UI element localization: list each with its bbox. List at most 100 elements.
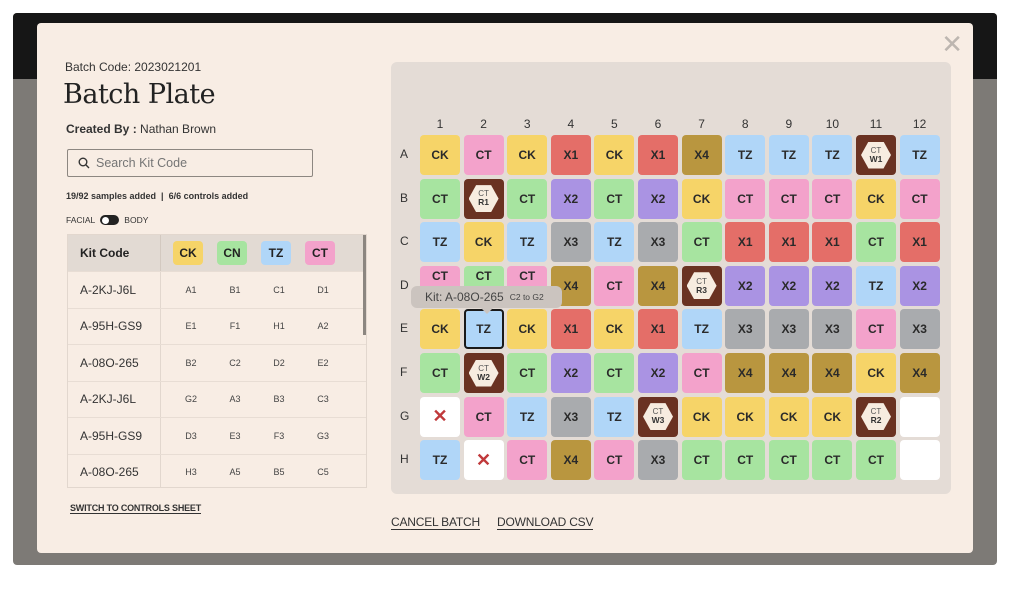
well[interactable]: X2 (725, 265, 766, 306)
well[interactable]: X2 (638, 178, 678, 219)
well[interactable]: CT (812, 440, 853, 481)
well[interactable]: X3 (768, 309, 809, 350)
well[interactable]: X4 (899, 353, 940, 393)
well[interactable]: TZ (725, 135, 766, 175)
well[interactable]: X4 (550, 440, 591, 481)
well[interactable]: CT (594, 265, 635, 306)
search-input[interactable] (96, 156, 296, 170)
well[interactable]: X3 (725, 309, 766, 350)
well[interactable]: X1 (550, 135, 591, 175)
table-row[interactable]: A-08O-265 H3 A5 B5 C5 (68, 453, 366, 487)
well[interactable]: X3 (899, 309, 940, 350)
table-row[interactable]: A-08O-265 B2 C2 D2 E2 (68, 344, 366, 381)
well[interactable]: X3 (550, 222, 591, 263)
well[interactable]: CT (507, 178, 548, 219)
well[interactable]: CT (681, 440, 722, 481)
well[interactable]: CT (681, 222, 722, 263)
well[interactable]: CK (856, 353, 896, 393)
table-scrollbar[interactable] (363, 235, 366, 335)
rejected-well[interactable]: ✕ (463, 440, 504, 481)
well[interactable]: TZ (463, 309, 504, 350)
well[interactable]: CT (420, 353, 460, 393)
well[interactable]: CK (594, 309, 635, 350)
well[interactable]: X3 (638, 440, 678, 481)
control-well[interactable]: CT W1 (856, 135, 896, 175)
well[interactable]: CT (899, 178, 940, 219)
well[interactable]: CK (856, 178, 896, 219)
well[interactable]: TZ (594, 396, 635, 437)
control-well[interactable]: CT R2 (856, 396, 896, 437)
well[interactable]: CK (420, 135, 460, 175)
well[interactable]: CT (420, 178, 460, 219)
well[interactable]: X3 (550, 396, 591, 437)
well[interactable]: CT (594, 440, 635, 481)
well[interactable]: CK (681, 396, 722, 437)
well[interactable]: X2 (768, 265, 809, 306)
well[interactable]: TZ (681, 309, 722, 350)
well[interactable]: TZ (768, 135, 809, 175)
well[interactable]: CT (463, 396, 504, 437)
well[interactable]: X2 (812, 265, 853, 306)
empty-well[interactable] (899, 396, 940, 437)
well[interactable]: X1 (768, 222, 809, 263)
toggle-switch[interactable] (100, 215, 120, 225)
well[interactable]: CT (463, 135, 504, 175)
well[interactable]: CT (812, 178, 853, 219)
control-well[interactable]: CT R1 (463, 178, 504, 219)
well[interactable]: CT (594, 353, 635, 393)
control-well[interactable]: CT W2 (463, 353, 504, 393)
switch-controls-link[interactable]: SWITCH TO CONTROLS SHEET (70, 503, 202, 514)
well[interactable]: X1 (812, 222, 853, 263)
well[interactable]: X2 (899, 265, 940, 306)
table-row[interactable]: A-2KJ-J6L A1 B1 C1 D1 (68, 271, 366, 308)
well[interactable]: TZ (420, 440, 460, 481)
well[interactable]: TZ (899, 135, 940, 175)
well[interactable]: CT (725, 178, 766, 219)
well[interactable]: CK (463, 222, 504, 263)
well[interactable]: X2 (638, 353, 678, 393)
well[interactable]: X2 (550, 353, 591, 393)
well[interactable]: CT (856, 222, 896, 263)
rejected-well[interactable]: ✕ (420, 396, 460, 437)
well[interactable]: TZ (812, 135, 853, 175)
well[interactable]: CT (507, 353, 548, 393)
well[interactable]: CK (768, 396, 809, 437)
well[interactable]: TZ (594, 222, 635, 263)
well[interactable]: X4 (812, 353, 853, 393)
well[interactable]: CT (507, 440, 548, 481)
cancel-batch-link[interactable]: CANCEL BATCH (391, 515, 480, 530)
well[interactable]: TZ (507, 396, 548, 437)
well[interactable]: CT (768, 440, 809, 481)
well[interactable]: TZ (856, 265, 896, 306)
well[interactable]: X1 (550, 309, 591, 350)
well[interactable]: X1 (638, 135, 678, 175)
well[interactable]: TZ (507, 222, 548, 263)
well[interactable]: X2 (550, 178, 591, 219)
table-row[interactable]: A-95H-GS9 D3 E3 F3 G3 (68, 417, 366, 454)
well[interactable]: CT (594, 178, 635, 219)
well[interactable]: CK (681, 178, 722, 219)
search-kit-field[interactable] (67, 149, 313, 177)
well[interactable]: CK (507, 309, 548, 350)
well[interactable]: CT (768, 178, 809, 219)
well[interactable]: X4 (638, 265, 678, 306)
empty-well[interactable] (899, 440, 940, 481)
well[interactable]: X1 (725, 222, 766, 263)
table-row[interactable]: A-95H-GS9 E1 F1 H1 A2 (68, 307, 366, 344)
control-well[interactable]: CT R3 (681, 265, 722, 306)
well[interactable]: CT (681, 353, 722, 393)
well[interactable]: X4 (725, 353, 766, 393)
download-csv-link[interactable]: DOWNLOAD CSV (497, 515, 594, 530)
control-well[interactable]: CT W3 (638, 396, 678, 437)
well[interactable]: CT (856, 309, 896, 350)
well[interactable]: TZ (420, 222, 460, 263)
well[interactable]: X4 (768, 353, 809, 393)
close-icon[interactable]: ✕ (941, 29, 963, 59)
table-row[interactable]: A-2KJ-J6L G2 A3 B3 C3 (68, 380, 366, 417)
well[interactable]: X3 (638, 222, 678, 263)
well[interactable]: CK (725, 396, 766, 437)
well[interactable]: CT (725, 440, 766, 481)
well[interactable]: CK (594, 135, 635, 175)
well[interactable]: CK (507, 135, 548, 175)
well[interactable]: X1 (638, 309, 678, 350)
